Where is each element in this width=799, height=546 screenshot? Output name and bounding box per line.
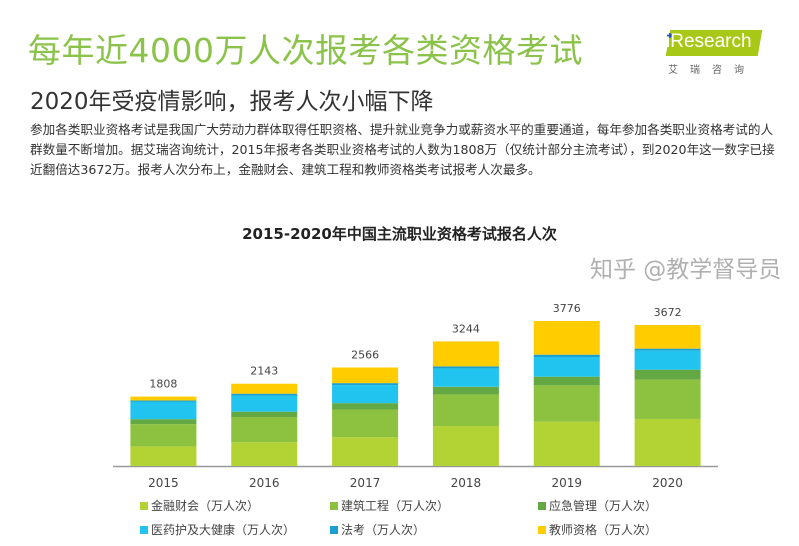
data-label-total: 1808 xyxy=(149,378,177,391)
bar-segment xyxy=(130,419,197,425)
bar-segment xyxy=(130,446,197,466)
body-text: 参加各类职业资格考试是我国广大劳动力群体取得任职资格、提升就业竞争力或薪资水平的… xyxy=(30,122,775,177)
bar-segment xyxy=(432,386,499,395)
watermark: 知乎 @教学督导员 xyxy=(590,257,782,283)
bar-segment xyxy=(432,426,499,466)
legend-swatch xyxy=(330,501,338,510)
bar-segment xyxy=(533,357,600,377)
bar-segment xyxy=(231,417,298,443)
legend-label: 教师资格（万人次） xyxy=(549,523,658,537)
legend-swatch xyxy=(330,525,338,534)
bar-segment xyxy=(432,366,499,369)
x-tick-label: 2015 xyxy=(148,476,179,490)
bar-segment xyxy=(533,354,600,358)
page-title: 每年近4000万人次报考各类资格考试 xyxy=(28,31,583,70)
x-tick-label: 2020 xyxy=(652,476,683,490)
bar-segment xyxy=(332,403,399,410)
bar-segment xyxy=(332,383,399,386)
x-tick-label: 2019 xyxy=(551,476,582,490)
bar-segment xyxy=(432,394,499,427)
legend-item: 建筑工程（万人次） xyxy=(330,497,449,514)
data-label-total: 3672 xyxy=(654,306,682,319)
bar-segment xyxy=(634,324,701,349)
legend-item: 金融财会（万人次） xyxy=(140,497,259,514)
legend-item: 医药护及大健康（万人次） xyxy=(140,521,295,538)
bar-segment xyxy=(634,418,701,466)
legend-item: 应急管理（万人次） xyxy=(538,497,657,514)
x-tick-label: 2018 xyxy=(451,476,482,490)
bar-segment xyxy=(634,348,701,351)
legend-swatch xyxy=(538,525,546,534)
page-subtitle: 2020年受疫情影响，报考人次小幅下降 xyxy=(30,89,434,115)
x-tick-label: 2016 xyxy=(249,476,280,490)
bar-segment xyxy=(130,424,197,447)
legend-swatch xyxy=(140,525,148,534)
bar-segment xyxy=(432,341,499,367)
legend-swatch xyxy=(140,501,148,510)
bar-segment xyxy=(231,411,298,418)
data-label-total: 3244 xyxy=(452,322,480,335)
iresearch-logo: iResearch 艾瑞咨询 xyxy=(660,28,770,78)
legend-label: 金融财会（万人次） xyxy=(151,499,260,513)
legend-label: 医药护及大健康（万人次） xyxy=(151,523,296,537)
bar-segment xyxy=(332,367,399,384)
bar-segment xyxy=(332,385,399,404)
bar-segment xyxy=(533,321,600,355)
logo-cn: 艾瑞咨询 xyxy=(668,65,756,76)
legend-label: 法考（万人次） xyxy=(341,523,426,537)
bar-segment xyxy=(332,409,399,438)
legend-swatch xyxy=(538,501,546,510)
bar-segment xyxy=(533,385,600,422)
bar-segment xyxy=(432,368,499,387)
data-label-total: 2143 xyxy=(250,365,278,378)
legend-label: 建筑工程（万人次） xyxy=(341,499,450,513)
bar-segment xyxy=(130,400,197,402)
bar-segment xyxy=(231,442,298,466)
bar-segment xyxy=(634,379,701,419)
data-label-total: 3776 xyxy=(553,302,581,315)
bar-segment xyxy=(533,421,600,466)
x-tick-label: 2017 xyxy=(350,476,381,490)
chart-title: 2015-2020年中国主流职业资格考试报名人次 xyxy=(242,225,557,243)
bar-segment xyxy=(231,395,298,412)
bar-segment xyxy=(533,376,600,386)
legend-item: 法考（万人次） xyxy=(330,521,425,538)
bar-segment xyxy=(231,383,298,394)
bar-segment xyxy=(634,369,701,380)
data-label-total: 2566 xyxy=(351,348,379,361)
bar-segment xyxy=(231,393,298,396)
bar-segment xyxy=(130,401,197,420)
bar-segment xyxy=(332,437,399,466)
logo-dot xyxy=(667,33,672,38)
logo-word: iResearch xyxy=(666,31,752,52)
legend-item: 教师资格（万人次） xyxy=(538,521,657,538)
bar-segment xyxy=(634,350,701,370)
bar-segment xyxy=(130,396,197,401)
legend-label: 应急管理（万人次） xyxy=(549,499,658,513)
